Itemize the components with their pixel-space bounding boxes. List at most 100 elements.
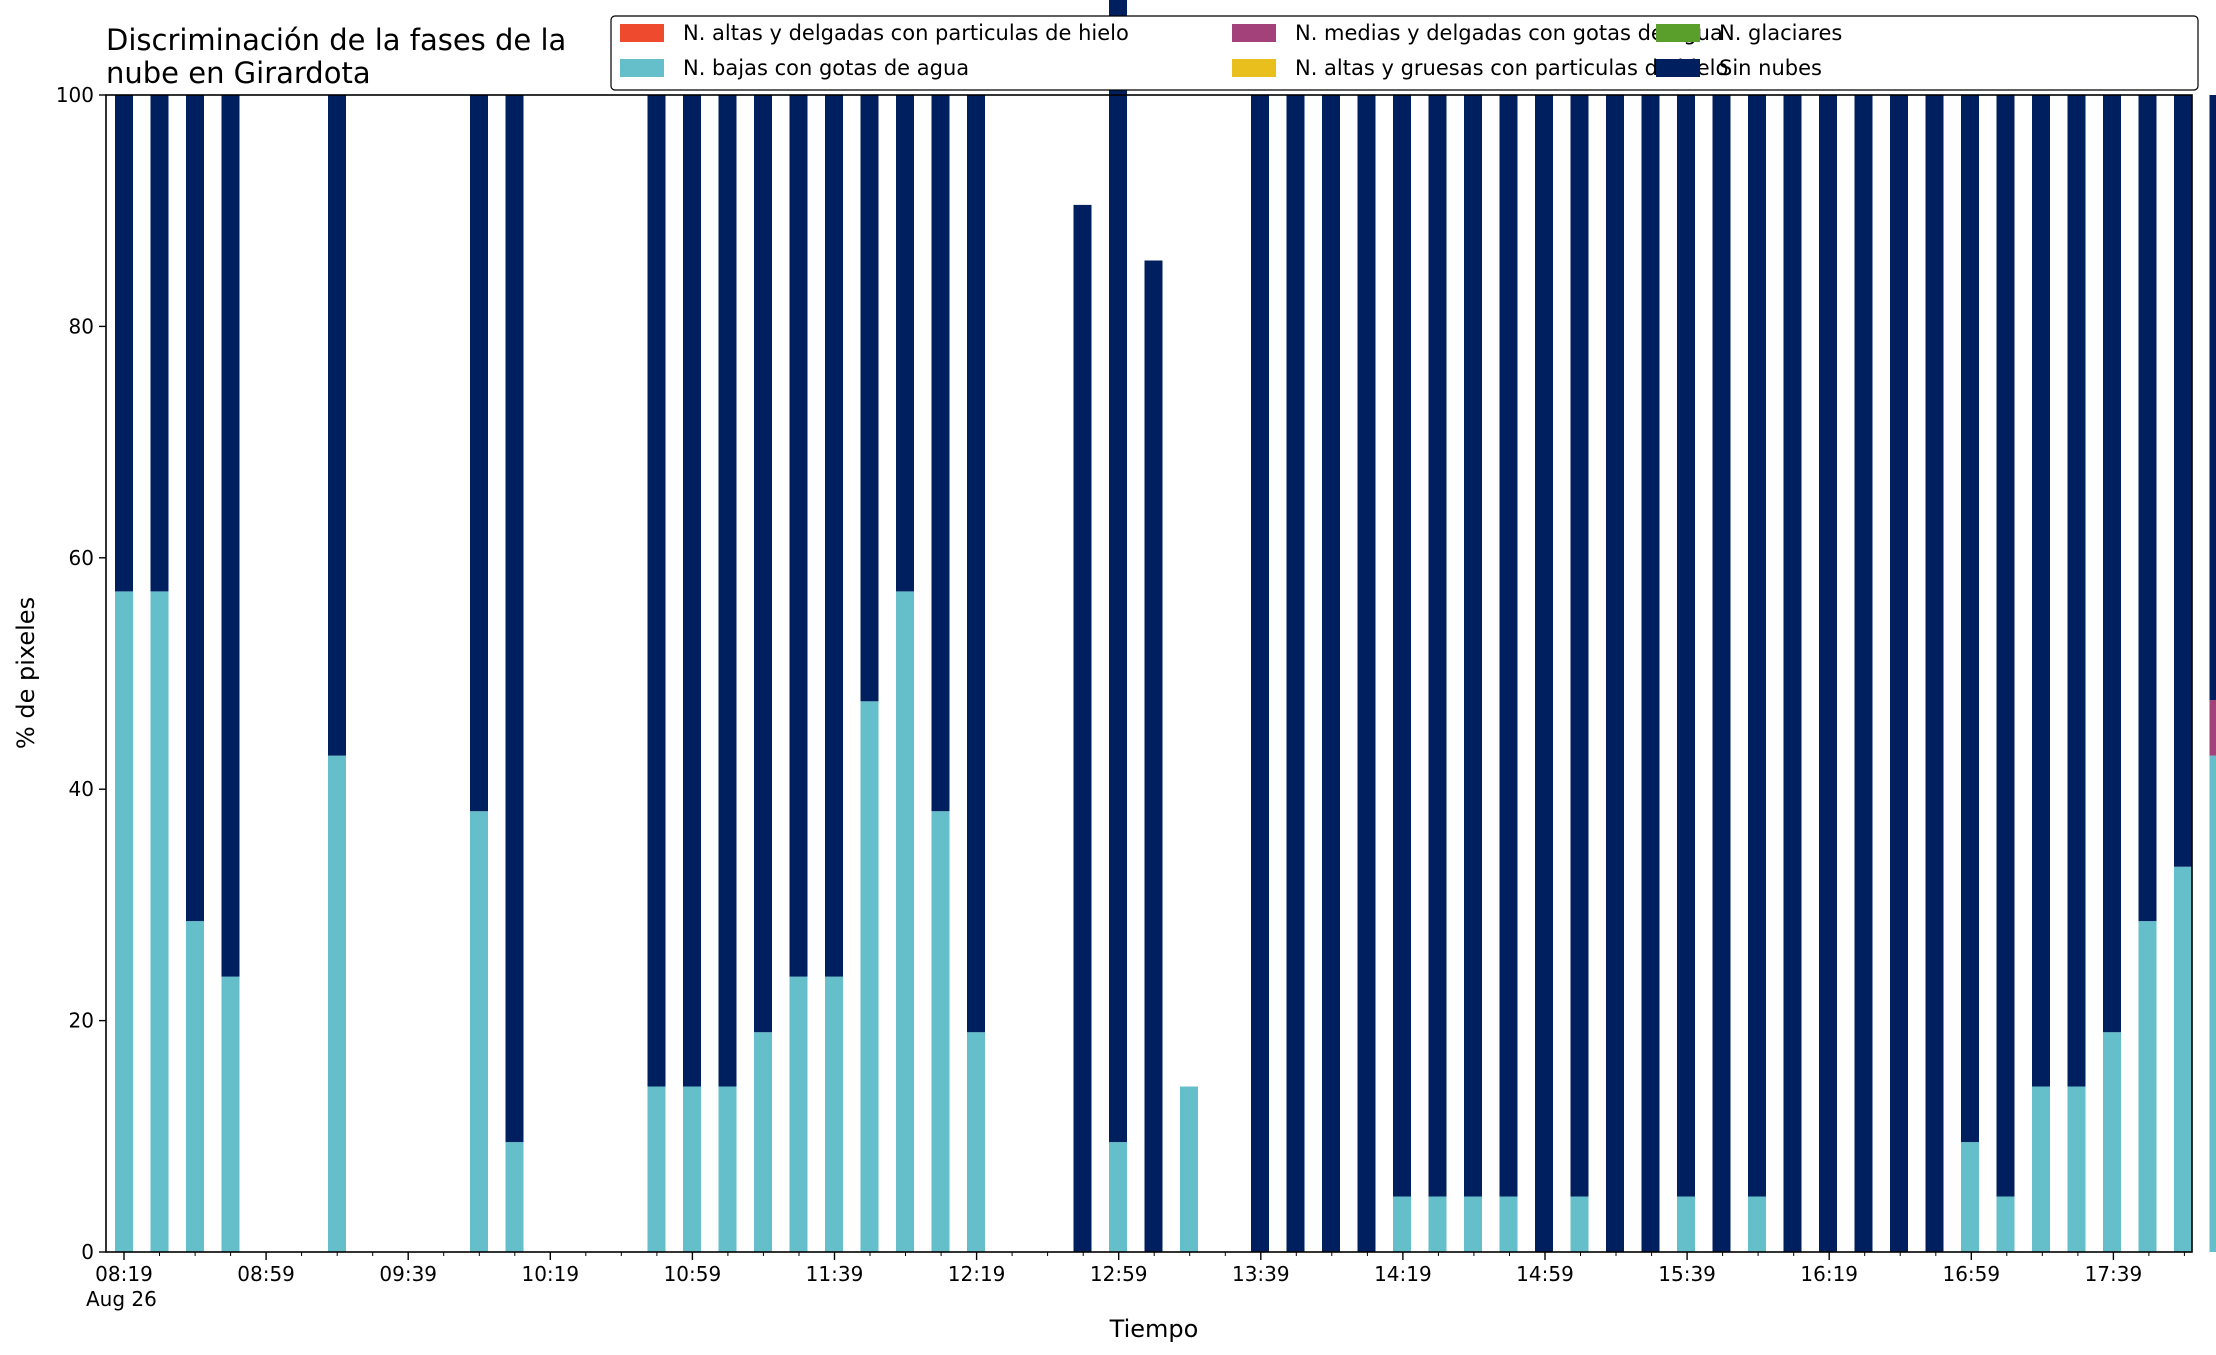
y-axis-label: % de pixeles: [12, 597, 40, 749]
y-axis: 0 20 40 60 80 100: [56, 83, 106, 1264]
bar-segment-37-5: [1428, 95, 1447, 1197]
bar-segment-11-2: [505, 1142, 524, 1252]
bar-segment-52-2: [1961, 1142, 1979, 1252]
bar-segment-20-2: [825, 976, 843, 1252]
bar-segment-50-5: [1890, 95, 1908, 1252]
bar-segment-30-2: [1180, 1086, 1198, 1252]
bar-segment-17-2: [718, 1086, 737, 1252]
legend-swatch-2: [620, 59, 664, 77]
bar-segment-40-5: [1535, 95, 1553, 1252]
x-tick-label-0: 08:19: [95, 1262, 153, 1286]
bar-segment-6-2: [328, 755, 346, 1252]
bar-segment-56-5: [2103, 95, 2121, 1033]
x-tick-label-2: 09:39: [379, 1262, 437, 1286]
legend-label-5: Sin nubes: [1719, 56, 1822, 80]
bar-segment-51-5: [1925, 95, 1944, 1252]
bar-segment-36-2: [1393, 1196, 1411, 1252]
bar-segment-18-2: [754, 1032, 772, 1252]
y-tick-label-40: 40: [69, 777, 94, 801]
x-axis-label: Tiempo: [1109, 1315, 1199, 1343]
legend-label-0: N. altas y delgadas con particulas de hi…: [683, 21, 1129, 45]
bar-segment-59-bajas: [2209, 755, 2216, 1252]
legend-label-3: N. glaciares: [1719, 21, 1842, 45]
legend-swatch-4: [1232, 24, 1276, 42]
bar-segment-23-2: [931, 811, 950, 1252]
bar-segment-34-5: [1322, 95, 1340, 1252]
plot-frame: [105, 94, 2193, 1253]
x-axis-date-label: Aug 26: [86, 1287, 157, 1311]
bar-segment-38-5: [1464, 95, 1482, 1197]
bar-segment-54-5: [2032, 95, 2050, 1087]
chart-title-line-2: nube en Girardota: [106, 56, 371, 90]
bar-segment-43-5: [1641, 95, 1660, 1252]
bar-segment-22-5: [896, 95, 914, 592]
bar-segment-16-5: [683, 95, 701, 1087]
bar-segment-0-2: [115, 591, 133, 1252]
bar-segment-37-2: [1428, 1196, 1447, 1252]
bar-segment-1-5: [150, 95, 169, 592]
y-tick-label-20: 20: [69, 1009, 94, 1033]
bar-segment-21-5: [860, 95, 879, 702]
x-tick-label-1: 08:59: [237, 1262, 295, 1286]
bar-segment-20-5: [825, 95, 843, 977]
bar-segment-44-5: [1677, 95, 1695, 1197]
bar-segment-48-5: [1819, 95, 1837, 1252]
x-tick-label-6: 12:19: [948, 1262, 1006, 1286]
bar-segment-28-2: [1109, 1142, 1127, 1252]
bar-segment-24-2: [967, 1032, 985, 1252]
bar-segment-46-5: [1748, 95, 1766, 1197]
bar-segment-2-2: [186, 921, 204, 1252]
bar-segment-18-5: [754, 95, 772, 1033]
x-tick-label-5: 11:39: [806, 1262, 864, 1286]
bar-segment-59-medias: [2209, 700, 2216, 756]
bar-segment-53-2: [1996, 1196, 2015, 1252]
bar-segment-39-2: [1499, 1196, 1518, 1252]
bar-segment-17-5: [718, 95, 737, 1087]
x-axis: 08:19 08:59 09:39 10:19 10:59 11:39 12:19 12:59…: [95, 1252, 2185, 1286]
bar-segment-32-5: [1251, 95, 1269, 1252]
bar-segment-3-5: [221, 95, 240, 977]
bar-segment-36-5: [1393, 95, 1411, 1197]
y-tick-label-100: 100: [56, 83, 94, 107]
x-tick-label-9: 14:19: [1374, 1262, 1432, 1286]
bar-segment-11-5: [505, 95, 524, 1143]
legend-swatch-5: [1656, 59, 1700, 77]
bar-segment-39-5: [1499, 95, 1518, 1197]
bar-segment-16-2: [683, 1086, 701, 1252]
bar-segment-2-5: [186, 95, 204, 922]
bar-segment-33-5: [1286, 95, 1305, 1252]
bar-segment-41-5: [1570, 95, 1589, 1197]
bar-segment-49-5: [1854, 95, 1873, 1252]
bar-segment-19-2: [789, 976, 808, 1252]
bar-segment-47-5: [1783, 95, 1802, 1252]
x-tick-label-4: 10:59: [664, 1262, 722, 1286]
x-tick-label-3: 10:19: [521, 1262, 579, 1286]
bar-segment-10-2: [470, 811, 488, 1252]
bar-segment-35-5: [1357, 95, 1376, 1252]
bar-segment-3-2: [221, 976, 240, 1252]
bar-segment-6-5: [328, 95, 346, 756]
bar-segment-24-5: [967, 95, 985, 1033]
x-tick-label-11: 15:39: [1658, 1262, 1716, 1286]
bar-segment-45-5: [1712, 95, 1731, 1252]
bar-segment-54-2: [2032, 1086, 2050, 1252]
legend-label-2: N. bajas con gotas de agua: [683, 56, 969, 80]
bar-segment-27-5: [1073, 204, 1092, 1252]
chart-title-line-1: Discriminación de la fases de la: [106, 23, 566, 57]
bar-segment-19-5: [789, 95, 808, 977]
bar-segment-58-5: [2174, 95, 2192, 867]
y-tick-label-80: 80: [69, 314, 94, 338]
bar-segment-0-5: [115, 95, 133, 592]
bar-segment-59-sin-nubes: [2209, 95, 2216, 701]
legend: N. altas y delgadas con particulas de hi…: [610, 15, 2199, 91]
bar-segment-55-5: [2067, 95, 2086, 1087]
bar-segment-29-5: [1144, 260, 1163, 1252]
bar-segment-22-2: [896, 591, 914, 1252]
bar-segment-52-5: [1961, 95, 1979, 1143]
bar-segment-44-2: [1677, 1196, 1695, 1252]
bar-segment-1-2: [150, 591, 169, 1252]
bar-segment-15-5: [647, 95, 666, 1087]
bar-segment-57-5: [2138, 95, 2157, 922]
legend-swatch-3: [1656, 24, 1700, 42]
